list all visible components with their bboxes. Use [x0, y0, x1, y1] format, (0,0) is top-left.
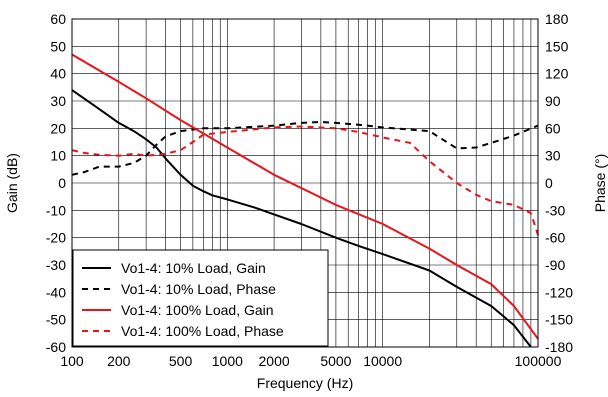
x-tick-label: 5000: [320, 353, 351, 369]
y-tick-label: 60: [50, 11, 66, 27]
x-tick-label: 500: [169, 353, 193, 369]
x-tick-label: 10000: [363, 353, 402, 369]
y-tick-label: 20: [50, 120, 66, 136]
y2-tick-label: 60: [545, 120, 561, 136]
y-tick-label: -10: [46, 202, 66, 218]
series-line-2: [71, 121, 539, 176]
y2-tick-label: -60: [545, 230, 565, 246]
y-axis-ticks: 60 50 40 30 20 10 0 -10 -20 -30 -40 -50 -60: [46, 11, 66, 355]
series-lines: [71, 53, 539, 348]
legend-label: Vo1-4: 100% Load, Gain: [121, 302, 274, 318]
y2-axis-ticks: 180 150 120 90 60 30 0 -30 -60 -90 -120 -150 -180: [545, 11, 573, 355]
plot-frame: [71, 18, 539, 348]
y2-tick-label: 30: [545, 148, 561, 164]
y2-tick-label: 180: [545, 11, 569, 27]
legend-label: Vo1-4: 10% Load, Phase: [121, 281, 276, 297]
y2-tick-label: -90: [545, 257, 565, 273]
y-tick-label: -40: [46, 284, 66, 300]
x-tick-label: 1000: [212, 353, 243, 369]
series-line-4: [71, 125, 539, 236]
legend: Vo1-4: 10% Load, Gain Vo1-4: 10% Load, Ph…: [72, 249, 329, 347]
series-line-1: [71, 89, 532, 348]
y-tick-label: 40: [50, 66, 66, 82]
y-tick-label: 30: [50, 93, 66, 109]
x-tick-label: 100: [60, 353, 84, 369]
legend-box: [72, 249, 329, 347]
legend-label: Vo1-4: 10% Load, Gain: [121, 260, 266, 276]
y-tick-label: 50: [50, 38, 66, 54]
y2-tick-label: -120: [545, 284, 573, 300]
x-axis-title: Frequency (Hz): [257, 375, 353, 391]
y-tick-label: -50: [46, 312, 66, 328]
y2-tick-label: -180: [545, 339, 573, 355]
y-axis-title: Gain (dB): [4, 153, 20, 213]
x-axis-ticks: 100 200 500 1000 2000 5000 10000 100000: [60, 353, 561, 369]
y2-tick-label: 0: [545, 175, 553, 191]
x-tick-label: 100000: [515, 353, 562, 369]
y2-tick-label: 90: [545, 93, 561, 109]
y-tick-label: -30: [46, 257, 66, 273]
x-tick-label: 2000: [259, 353, 290, 369]
x-tick-label: 200: [107, 353, 131, 369]
y-tick-label: 10: [50, 148, 66, 164]
y-tick-label: -60: [46, 339, 66, 355]
y2-tick-label: -30: [545, 202, 565, 218]
legend-label: Vo1-4: 100% Load, Phase: [121, 323, 284, 339]
series-line-3: [71, 53, 539, 340]
y2-tick-label: -150: [545, 312, 573, 328]
y-tick-label: -20: [46, 230, 66, 246]
y2-axis-title: Phase (°): [592, 154, 608, 213]
y2-tick-label: 120: [545, 66, 569, 82]
y-tick-label: 0: [58, 175, 66, 191]
y2-tick-label: 150: [545, 38, 569, 54]
